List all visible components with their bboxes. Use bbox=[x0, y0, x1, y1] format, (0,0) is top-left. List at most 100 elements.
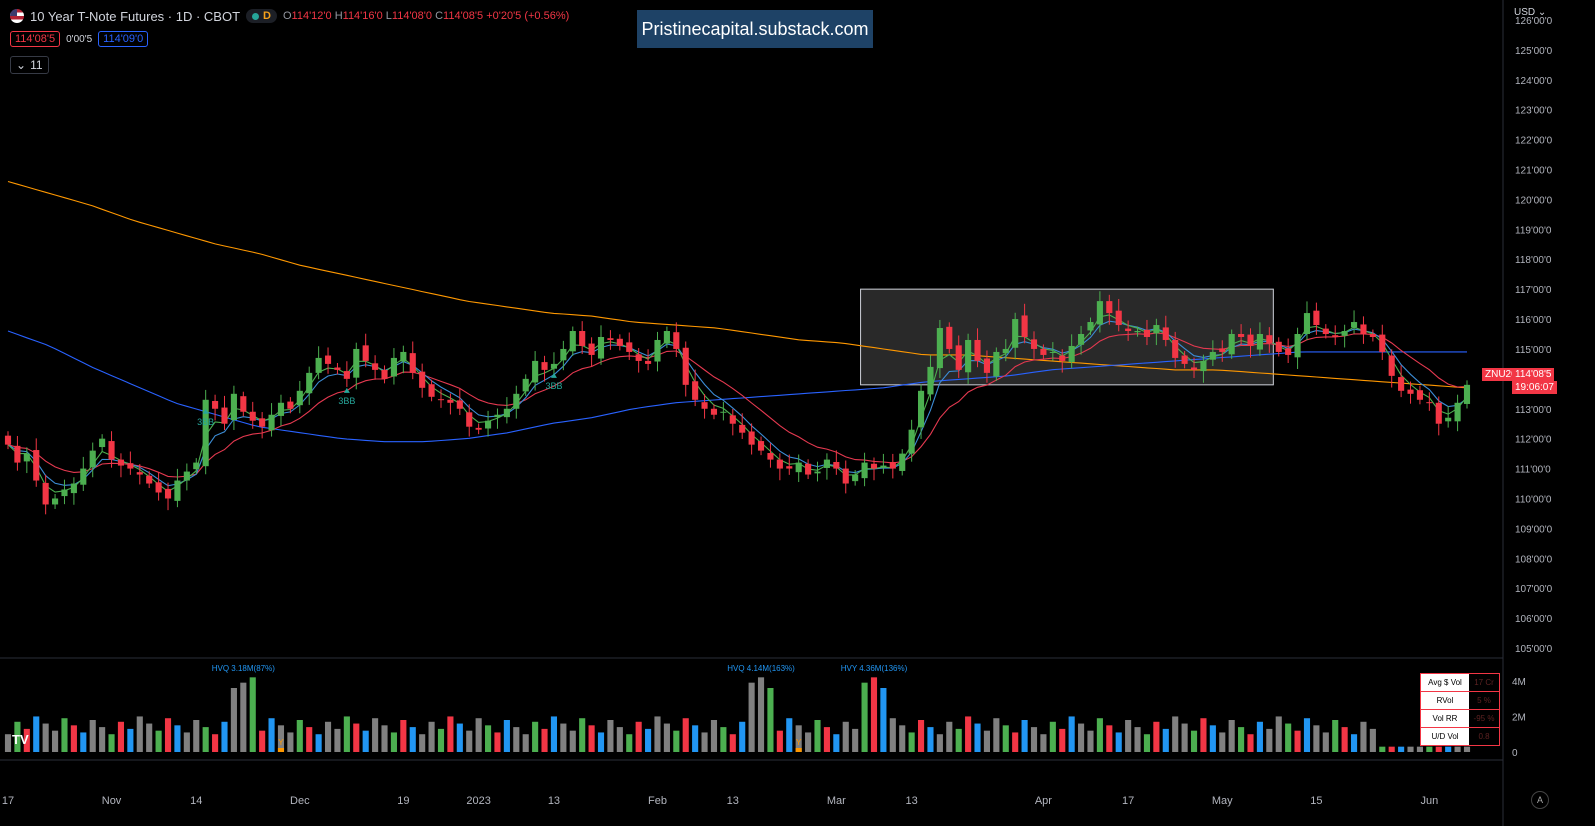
volume-bar bbox=[795, 725, 802, 752]
y-tick-label: 110'00'0 bbox=[1515, 494, 1552, 505]
volume-bar bbox=[1200, 718, 1207, 752]
stats-row: Vol RR -95 % bbox=[1421, 710, 1499, 728]
candle-body bbox=[710, 408, 718, 415]
candle-body bbox=[42, 482, 49, 505]
auto-scale-button[interactable]: A bbox=[1531, 791, 1549, 809]
volume-bar bbox=[400, 720, 407, 752]
candle-body bbox=[14, 445, 21, 463]
volume-bar bbox=[1125, 720, 1132, 752]
candle-body bbox=[899, 453, 906, 471]
candle-body bbox=[852, 474, 859, 482]
x-tick-label: Feb bbox=[648, 795, 667, 807]
volume-annotation: HVY 4.36M(136%) bbox=[841, 664, 908, 673]
buy-price-button[interactable]: 114'09'0 bbox=[98, 31, 149, 47]
watermark-banner: Pristinecapital.substack.com bbox=[637, 10, 873, 48]
volume-tick-label: 4M bbox=[1512, 677, 1526, 688]
y-tick-label: 116'00'0 bbox=[1515, 315, 1552, 326]
candle-body bbox=[1369, 334, 1376, 337]
volume-bar bbox=[588, 725, 595, 752]
candle-body bbox=[597, 336, 605, 359]
volume-bar bbox=[663, 723, 670, 752]
candle-body bbox=[89, 450, 96, 468]
candle-body bbox=[1322, 328, 1329, 334]
volume-bar bbox=[1407, 746, 1414, 752]
candle-body bbox=[522, 378, 529, 392]
volume-bar bbox=[1266, 728, 1273, 752]
volume-bar bbox=[164, 718, 172, 752]
candle-body bbox=[654, 339, 661, 362]
y-tick-label: 126'00'0 bbox=[1515, 16, 1553, 27]
ohlc-values: O114'12'0 H114'16'0 L114'08'0 C114'08'5 … bbox=[282, 10, 570, 22]
candle-body bbox=[70, 483, 77, 494]
currency-selector[interactable]: USD ⌄ bbox=[1514, 7, 1547, 18]
volume-bar bbox=[221, 721, 228, 752]
candle-body bbox=[1143, 329, 1151, 337]
candle-body bbox=[965, 339, 972, 373]
candle-body bbox=[1002, 348, 1009, 354]
volume-bar bbox=[1030, 727, 1038, 752]
candle-body bbox=[795, 462, 802, 473]
candle-body bbox=[466, 412, 473, 427]
volume-bar bbox=[277, 725, 285, 752]
candle-body bbox=[833, 461, 840, 469]
candle-body bbox=[983, 358, 991, 373]
sell-price-button[interactable]: 114'08'5 bbox=[10, 31, 61, 47]
candle-body bbox=[1021, 315, 1028, 337]
volume-bar bbox=[193, 720, 200, 752]
candle-body bbox=[202, 399, 209, 467]
tradingview-logo[interactable]: TV bbox=[12, 732, 29, 747]
symbol-title[interactable]: 10 Year T-Note Futures · 1D · CBOT bbox=[30, 8, 241, 24]
market-status-pill[interactable]: D bbox=[246, 9, 277, 23]
x-tick-label: 13 bbox=[727, 795, 739, 807]
x-tick-label: Apr bbox=[1035, 795, 1052, 807]
volume-bar bbox=[757, 677, 765, 752]
candle-body bbox=[1238, 334, 1245, 337]
volume-bar bbox=[70, 725, 77, 752]
candle-body bbox=[607, 338, 614, 340]
candle-body bbox=[296, 390, 303, 406]
candle-body bbox=[1360, 324, 1367, 334]
candle-body bbox=[390, 357, 397, 377]
volume-bar bbox=[381, 725, 388, 752]
volume-bar bbox=[1313, 725, 1320, 752]
candle-body bbox=[127, 463, 134, 469]
volume-bar bbox=[965, 716, 972, 752]
volume-bar bbox=[33, 716, 40, 752]
volume-bar bbox=[889, 718, 896, 752]
candle-body bbox=[635, 354, 642, 361]
volume-bar bbox=[249, 677, 256, 752]
volume-bar bbox=[315, 734, 322, 752]
volume-marker bbox=[795, 748, 802, 752]
indicators-toggle[interactable]: ⌄ 11 bbox=[10, 56, 49, 74]
candle-body bbox=[259, 418, 266, 427]
x-tick-label: 19 bbox=[397, 795, 409, 807]
volume-bar bbox=[1021, 720, 1028, 752]
volume-bar bbox=[880, 688, 887, 752]
volume-bar bbox=[692, 725, 699, 752]
candle-body bbox=[1030, 339, 1038, 349]
candle-body bbox=[381, 369, 388, 379]
candle-body bbox=[532, 360, 539, 383]
candle-body bbox=[117, 459, 125, 466]
candle-body bbox=[861, 462, 868, 479]
y-tick-label: 108'00'0 bbox=[1515, 554, 1553, 565]
candle-body bbox=[616, 338, 623, 346]
volume-bar bbox=[908, 732, 915, 752]
market-open-dot-icon bbox=[252, 12, 260, 20]
candle-body bbox=[249, 411, 256, 421]
volume-bar bbox=[1275, 716, 1282, 752]
stats-row: RVol 5 % bbox=[1421, 692, 1499, 710]
candle-body bbox=[1078, 334, 1085, 345]
volume-bar bbox=[484, 725, 492, 752]
candle-body bbox=[1049, 351, 1056, 353]
y-tick-label: 115'00'0 bbox=[1515, 345, 1552, 356]
volume-bar bbox=[174, 725, 181, 752]
candle-body bbox=[230, 393, 237, 421]
volume-bar bbox=[1172, 716, 1179, 752]
volume-bar bbox=[1143, 734, 1151, 752]
volume-bar bbox=[202, 727, 209, 752]
candle-body bbox=[814, 471, 821, 474]
stats-row: U/D Vol 0.8 bbox=[1421, 728, 1499, 745]
candle-body bbox=[419, 371, 426, 388]
